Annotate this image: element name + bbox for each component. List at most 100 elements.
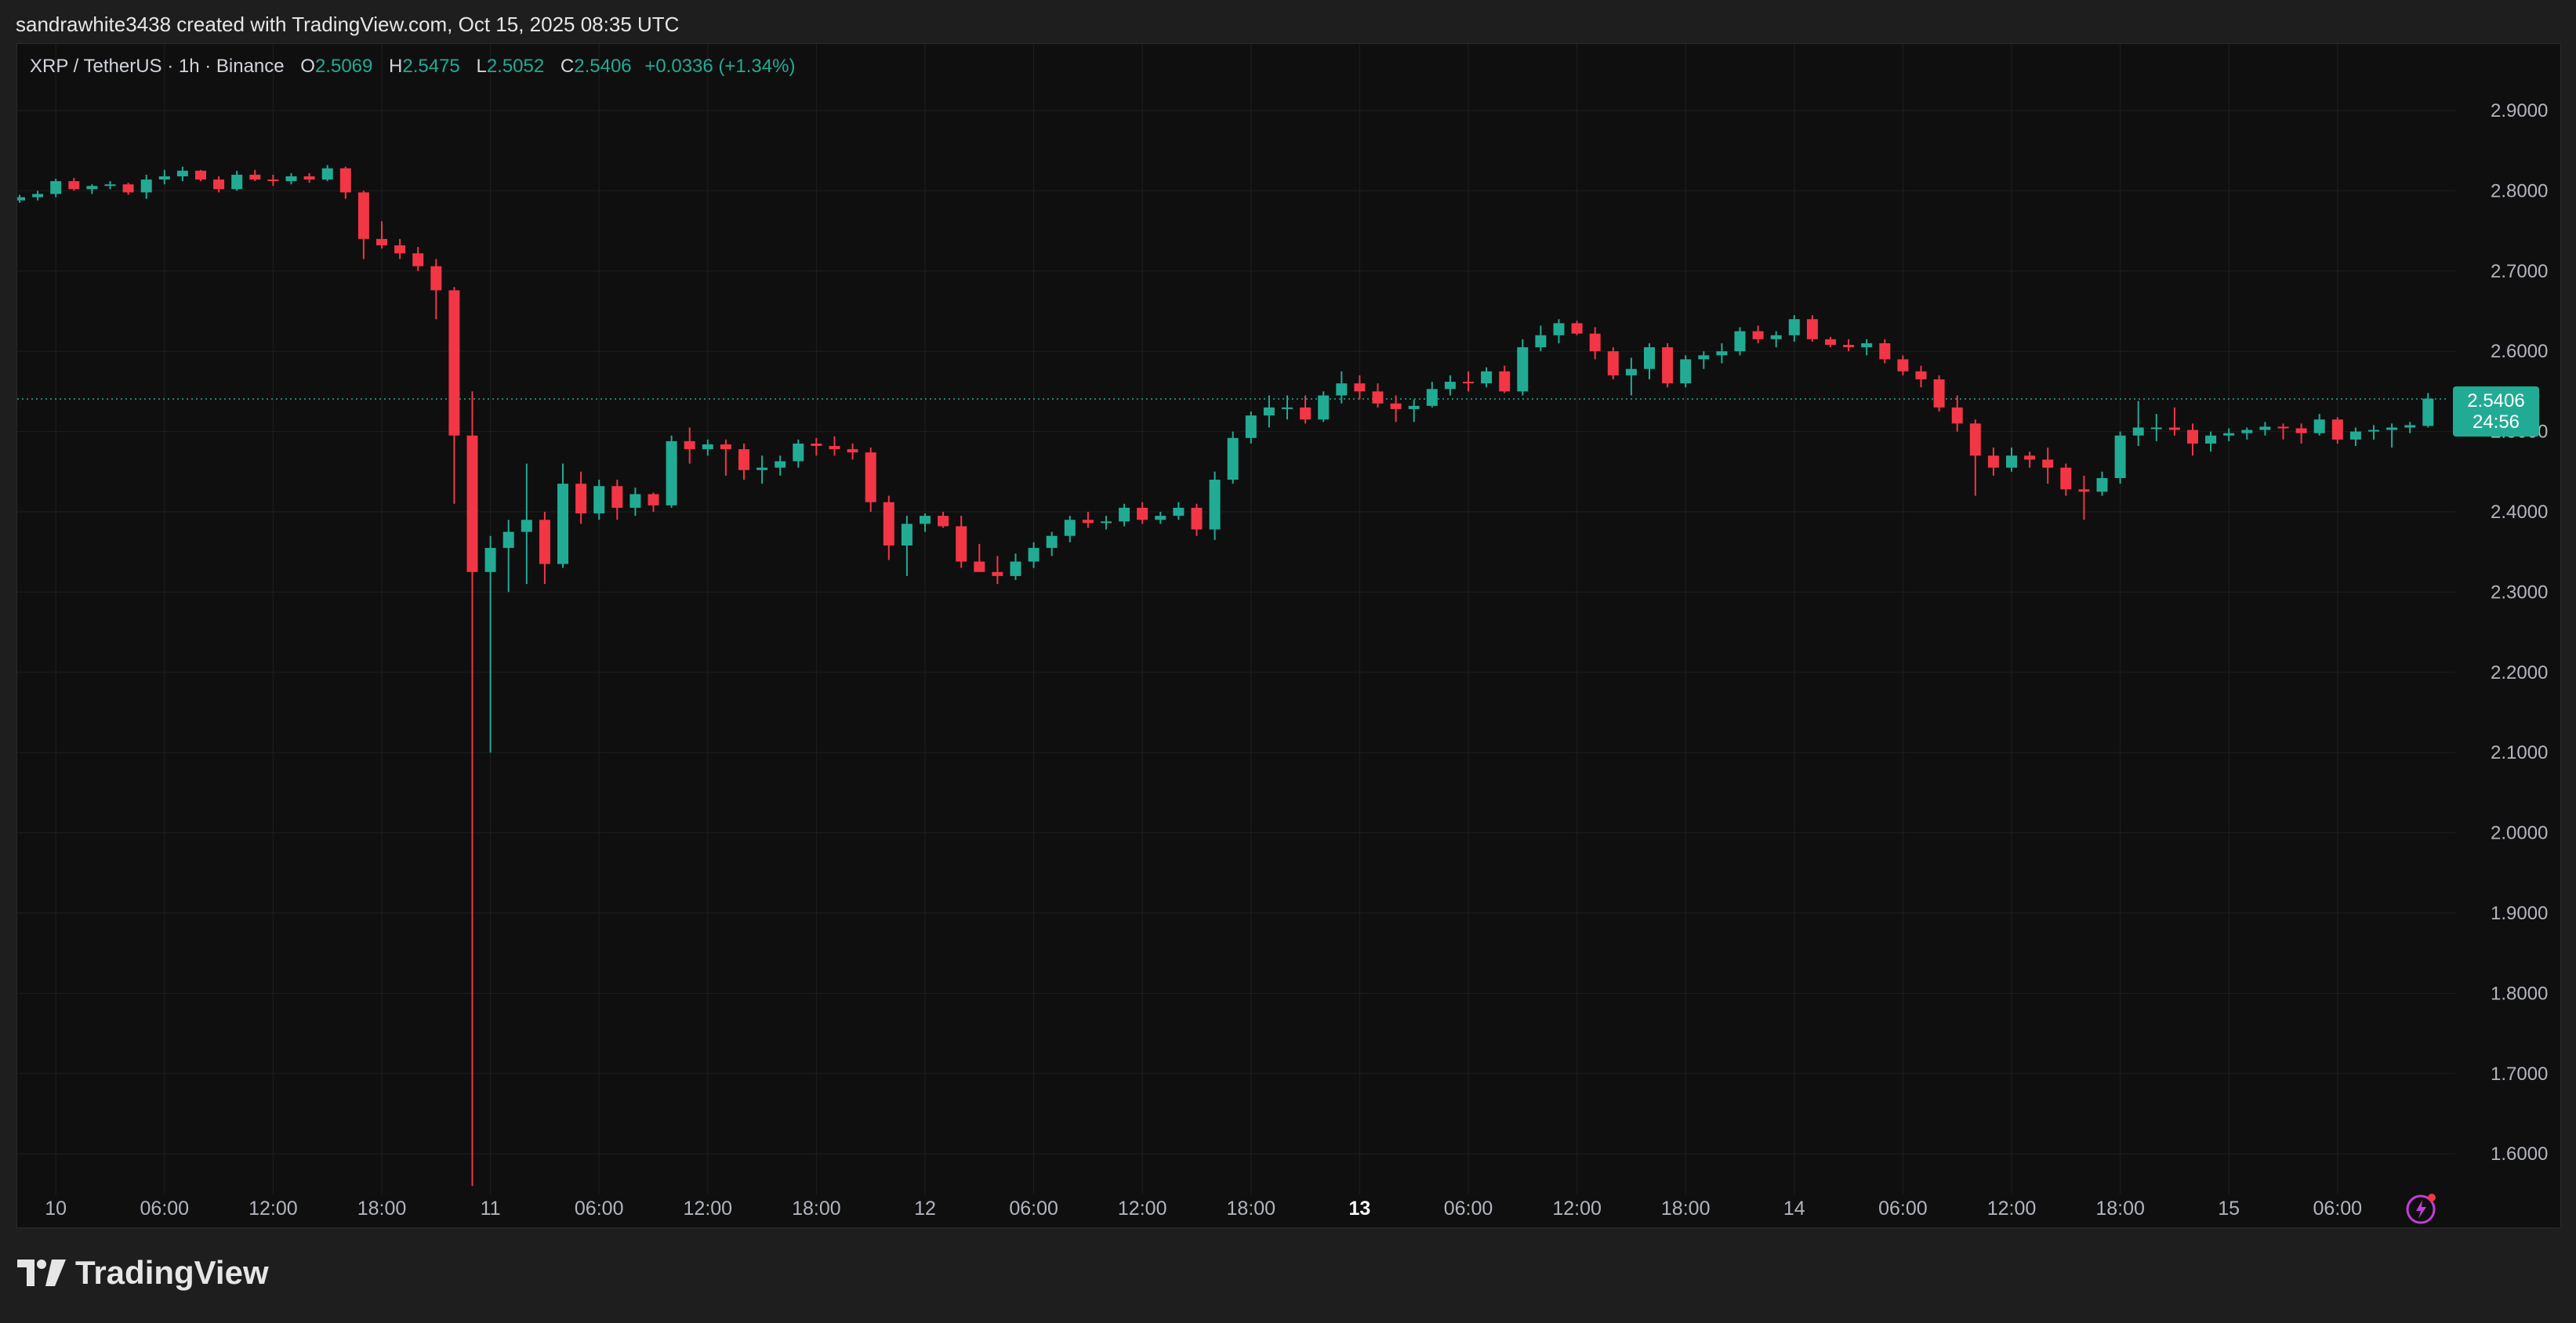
candle-body xyxy=(1535,335,1547,348)
candle-body xyxy=(1119,507,1130,522)
candle xyxy=(1390,395,1402,422)
candle-body xyxy=(2006,455,2017,468)
candle xyxy=(176,166,188,182)
candle-body xyxy=(1300,407,1312,420)
candle-body xyxy=(1354,383,1366,392)
price-axis: 2.90002.80002.70002.60002.50002.40002.30… xyxy=(2491,100,2548,1165)
price-tick-label: 2.7000 xyxy=(2491,261,2548,282)
brand-name: TradingView xyxy=(75,1254,269,1291)
candle xyxy=(1408,399,1420,422)
candle xyxy=(17,194,25,203)
candle-body xyxy=(1933,379,1945,408)
candle xyxy=(1535,325,1547,352)
candle xyxy=(2024,451,2036,468)
tradingview-logo-icon xyxy=(17,1260,66,1286)
candle xyxy=(122,183,134,195)
candlestick-chart[interactable]: 2.90002.80002.70002.60002.50002.40002.30… xyxy=(17,44,2560,1227)
symbol-title[interactable]: XRP / TetherUS · 1h · Binance xyxy=(30,56,285,77)
candle xyxy=(1209,471,1221,540)
candle xyxy=(1607,347,1619,380)
candle-body xyxy=(756,467,768,470)
candle-body xyxy=(32,194,44,198)
time-tick-label: 12:00 xyxy=(1552,1198,1602,1220)
candle-body xyxy=(1318,395,1330,420)
candle-body xyxy=(1028,548,1039,562)
candle xyxy=(2078,475,2090,520)
candle-body xyxy=(1046,535,1058,549)
candle-body xyxy=(1969,423,1981,456)
candle xyxy=(1444,375,1456,396)
candle-body xyxy=(720,444,731,450)
candle-body xyxy=(1173,507,1185,517)
candle xyxy=(1263,395,1275,428)
candle-body xyxy=(2422,398,2434,426)
candle xyxy=(738,443,749,480)
candle xyxy=(521,463,532,585)
candle xyxy=(430,259,442,320)
candle xyxy=(1987,448,1999,476)
candle xyxy=(2313,414,2325,436)
candle-body xyxy=(321,168,333,180)
candle-body xyxy=(412,253,424,266)
candle-body xyxy=(1390,403,1402,409)
candle-body xyxy=(503,531,514,549)
candle-body xyxy=(17,197,25,201)
candle-body xyxy=(1137,507,1148,520)
candle xyxy=(1879,339,1891,364)
candle xyxy=(666,435,677,508)
chart-panel[interactable]: 2.90002.80002.70002.60002.50002.40002.30… xyxy=(16,43,2561,1228)
candle xyxy=(448,287,460,504)
candle xyxy=(1227,431,1239,484)
candle-body xyxy=(2078,489,2090,492)
candle xyxy=(2241,427,2253,440)
time-tick-label: 06:00 xyxy=(1878,1198,1928,1220)
candle-body xyxy=(140,179,152,193)
candle-body xyxy=(1553,323,1565,335)
candle xyxy=(1806,315,1818,342)
candle-body xyxy=(1571,323,1583,334)
candle-body xyxy=(1155,516,1166,520)
candle-body xyxy=(466,435,478,572)
candle-body xyxy=(2313,419,2325,433)
candle xyxy=(829,436,840,456)
candle xyxy=(793,439,804,468)
candle xyxy=(992,556,1003,585)
candle-body xyxy=(2386,427,2398,430)
time-tick-label: 11 xyxy=(481,1198,501,1220)
candle xyxy=(1463,371,1474,392)
candle xyxy=(1625,357,1637,396)
candle xyxy=(1318,391,1330,422)
candle-body xyxy=(1770,335,1782,339)
candle-body xyxy=(357,192,369,239)
close-label: C xyxy=(560,56,575,77)
alert-icon[interactable] xyxy=(2405,1191,2440,1225)
candle-body xyxy=(2096,477,2108,492)
candle xyxy=(1426,382,1438,408)
time-tick-label: 10 xyxy=(45,1198,67,1220)
candle-body xyxy=(611,486,623,508)
candle-body xyxy=(50,181,62,194)
close-value: 2.5406 xyxy=(574,56,632,77)
tradingview-logo[interactable]: TradingView xyxy=(17,1254,269,1292)
candle xyxy=(1137,502,1148,524)
time-tick-label: 12:00 xyxy=(684,1198,733,1220)
candle xyxy=(2277,423,2289,440)
candle xyxy=(1245,411,1257,444)
candle xyxy=(1770,331,1782,348)
candle xyxy=(1788,315,1800,342)
candle xyxy=(1969,419,1981,496)
candle-body xyxy=(2187,430,2198,444)
candle-body xyxy=(956,526,967,562)
change-value: +0.0336 (+1.34%) xyxy=(644,56,796,77)
candle xyxy=(956,516,967,568)
candle xyxy=(1282,395,1293,420)
candle xyxy=(557,463,568,568)
candle xyxy=(593,480,605,520)
candle-body xyxy=(1263,407,1275,416)
candle xyxy=(974,543,985,572)
candle xyxy=(2060,463,2072,496)
candle xyxy=(575,471,587,524)
candle-body xyxy=(793,443,804,462)
candle-body xyxy=(285,176,297,182)
candle-body xyxy=(176,170,188,176)
